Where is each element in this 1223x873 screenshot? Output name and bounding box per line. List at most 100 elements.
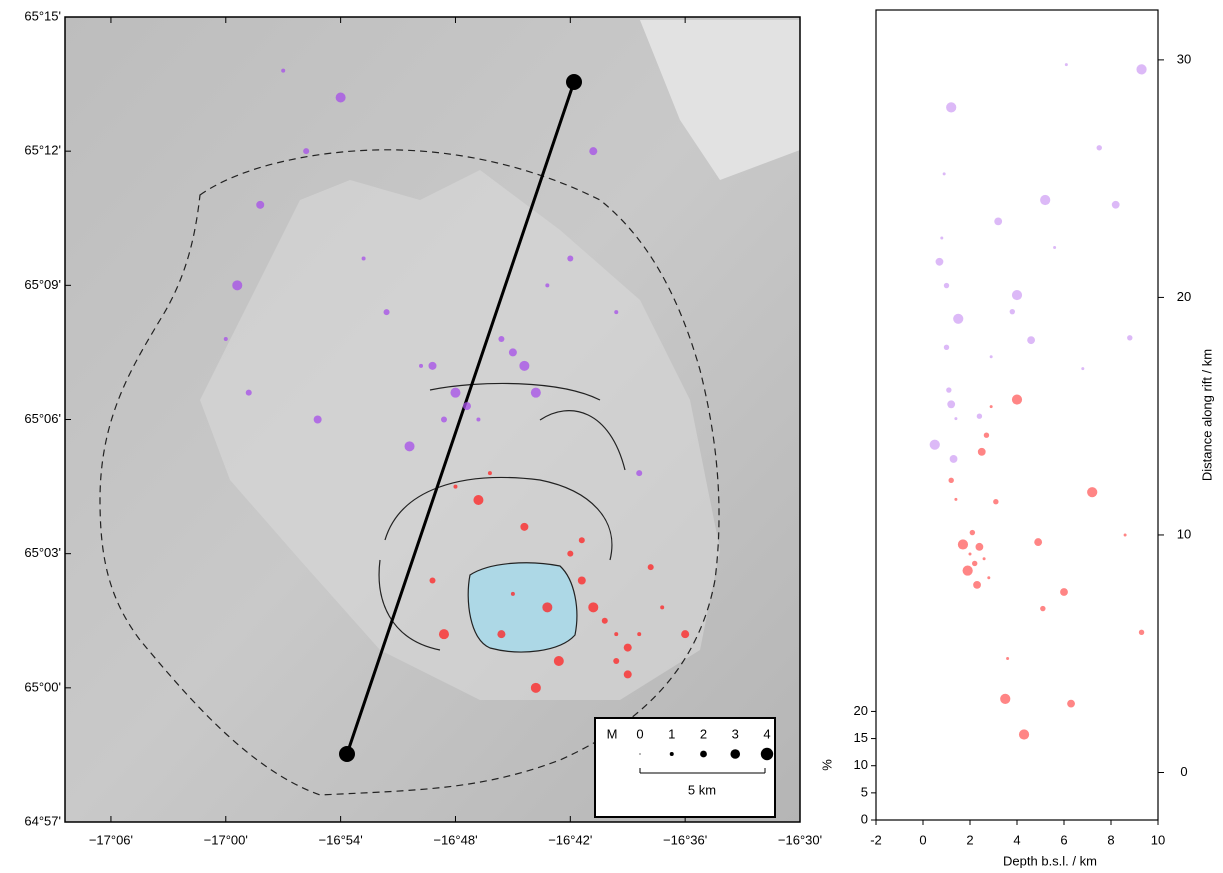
scale-label: 5 km (688, 782, 716, 797)
epicenter (281, 69, 285, 73)
legend-symbol (639, 753, 640, 754)
hypocenter (1027, 336, 1035, 344)
legend-label: 0 (636, 726, 643, 741)
profile-end (339, 746, 355, 762)
epicenter (624, 670, 632, 678)
x-tick-label: −17°00' (204, 832, 248, 847)
y-tick-label: 65°09' (24, 277, 61, 292)
epicenter (613, 658, 619, 664)
epicenter (429, 362, 437, 370)
epicenter (567, 256, 573, 262)
epicenter (453, 485, 457, 489)
epicenter (498, 336, 504, 342)
y-tick-label: 20 (854, 703, 868, 718)
epicenter (384, 309, 390, 315)
hypocenter (1060, 588, 1068, 596)
hypocenter (977, 413, 982, 418)
hypocenter (984, 432, 989, 437)
epicenter (614, 310, 618, 314)
hypocenter (943, 172, 946, 175)
hypocenter (1040, 606, 1045, 611)
hypocenter (1012, 394, 1022, 404)
legend-label: 3 (732, 726, 739, 741)
hypocenter (947, 400, 955, 408)
hypocenter (1019, 729, 1029, 739)
hypocenter (978, 448, 986, 456)
hypocenter (1006, 657, 1009, 660)
hypocenter (944, 345, 949, 350)
hypocenter (949, 478, 954, 483)
epicenter (439, 629, 449, 639)
caldera-lake (468, 563, 577, 652)
hypocenter (976, 543, 984, 551)
epicenter (336, 93, 346, 103)
epicenter (419, 364, 423, 368)
hypocenter (953, 314, 963, 324)
epicenter (624, 644, 632, 652)
depth-frame (876, 10, 1158, 820)
x-tick-label: 0 (919, 832, 926, 847)
y-tick-label: 64°57' (24, 813, 61, 828)
epicenter (430, 578, 436, 584)
epicenter (531, 683, 541, 693)
hypocenter (1012, 290, 1022, 300)
hypocenter (1010, 309, 1015, 314)
legend-title: M (607, 726, 618, 741)
hypocenter (993, 499, 998, 504)
x-tick-label: 8 (1107, 832, 1114, 847)
epicenter (554, 656, 564, 666)
y2-tick-label: 10 (1177, 526, 1191, 541)
hypocenter (1034, 538, 1042, 546)
legend-symbol (700, 751, 707, 758)
epicenter (579, 537, 585, 543)
hypocenter (1040, 195, 1050, 205)
y2-tick-label: 30 (1177, 51, 1191, 66)
y-tick-label: 10 (854, 757, 868, 772)
epicenter (476, 418, 480, 422)
x-tick-label: 2 (966, 832, 973, 847)
epicenter (488, 471, 492, 475)
x-tick-label: −16°36' (663, 832, 707, 847)
hypocenter (1124, 533, 1127, 536)
epicenter (256, 201, 264, 209)
epicenter (531, 388, 541, 398)
epicenter (314, 416, 322, 424)
hypocenter (1000, 694, 1010, 704)
x-tick-label: 10 (1151, 832, 1165, 847)
epicenter (473, 495, 483, 505)
hypocenter (958, 539, 968, 549)
legend-label: 2 (700, 726, 707, 741)
hypocenter (954, 417, 957, 420)
epicenter (578, 577, 586, 585)
legend-symbol (761, 748, 773, 760)
hypocenter (954, 498, 957, 501)
hypocenter (1087, 487, 1097, 497)
epicenter (614, 632, 618, 636)
hypocenter (969, 552, 972, 555)
hypocenter (936, 258, 944, 266)
legend-symbol (670, 752, 674, 756)
x-axis-title: Depth b.s.l. / km (1003, 853, 1097, 868)
hypocenter (1097, 145, 1102, 150)
epicenter (681, 630, 689, 638)
hypocenter (1081, 367, 1084, 370)
epicenter (636, 470, 642, 476)
legend-symbol (730, 749, 740, 759)
hypocenter (972, 561, 977, 566)
hypocenter (1139, 630, 1144, 635)
epicenter (589, 147, 597, 155)
hypocenter (946, 102, 956, 112)
x-tick-label: 6 (1060, 832, 1067, 847)
epicenter (511, 592, 515, 596)
epicenter (520, 523, 528, 531)
epicenter (509, 348, 517, 356)
hypocenter (973, 581, 981, 589)
x-tick-label: 4 (1013, 832, 1020, 847)
hypocenter (1067, 700, 1075, 708)
y-tick-label: 65°15' (24, 8, 61, 23)
y-tick-label: 0 (861, 811, 868, 826)
hypocenter (987, 576, 990, 579)
epicenter (648, 564, 654, 570)
epicenter (232, 280, 242, 290)
epicenter (303, 148, 309, 154)
